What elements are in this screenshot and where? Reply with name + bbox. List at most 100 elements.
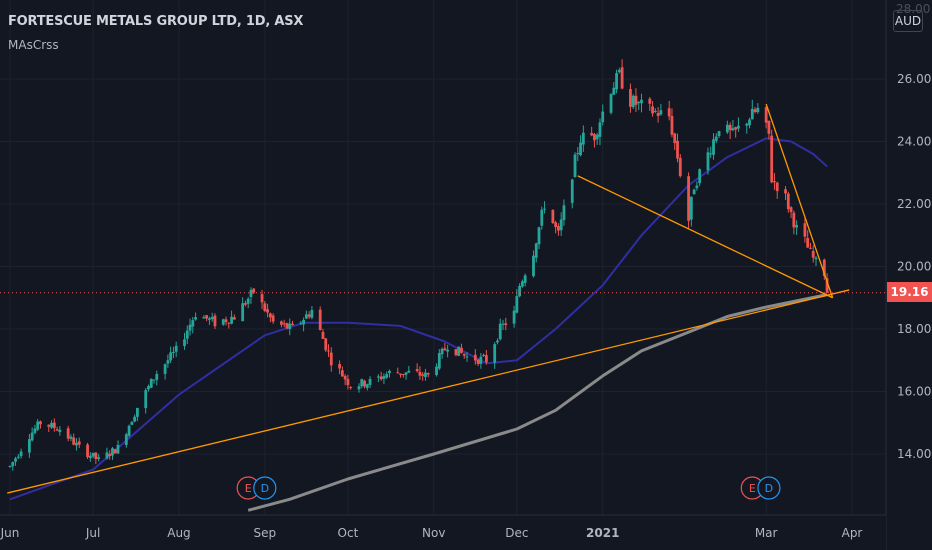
candle-body [130, 422, 134, 425]
candle-body [806, 237, 810, 248]
indicator-legend[interactable]: MAsCrss [8, 38, 59, 52]
candle-body [299, 322, 303, 324]
trendlines[interactable] [7, 103, 850, 494]
candle-body [515, 296, 519, 313]
candle-body [241, 303, 245, 322]
price-axis-panel[interactable] [886, 0, 932, 550]
candle-body [94, 452, 98, 459]
candle-body [498, 323, 502, 340]
candle-body [291, 323, 294, 326]
candle-body [714, 136, 718, 141]
moving-average-slow [247, 293, 828, 512]
trendline [7, 289, 850, 494]
candle-body [667, 108, 671, 117]
candle-body [773, 181, 776, 183]
candle-body [532, 255, 535, 277]
candle-body [329, 352, 333, 366]
y-tick-label: 14.00 [897, 447, 931, 461]
symbol-title[interactable]: FORTESCUE METALS GROUP LTD, 1D, ASX [8, 14, 304, 29]
candle-body [446, 349, 450, 352]
candle-body [227, 322, 231, 324]
candle-body [579, 142, 582, 156]
candle-body [670, 116, 674, 135]
candle-body [651, 106, 654, 114]
candle-body [775, 182, 779, 192]
candle-body [144, 390, 148, 409]
candle-body [581, 132, 585, 145]
candle-body [191, 320, 195, 327]
candle-body [97, 457, 101, 460]
candle-body [593, 134, 596, 141]
x-tick-label: Apr [842, 526, 863, 540]
candle-body [116, 444, 120, 454]
candle-body [183, 339, 186, 347]
candle-body [50, 422, 53, 428]
x-tick-label: Aug [167, 526, 190, 540]
candle-body [631, 95, 635, 108]
candle-body [401, 374, 405, 376]
candle-body [737, 125, 740, 129]
candle-body [678, 157, 682, 177]
candle-body [75, 442, 78, 446]
candle-body [518, 285, 522, 297]
candle-body [648, 98, 652, 104]
candle-body [504, 323, 508, 325]
candle-body [426, 373, 430, 375]
candle-body [753, 109, 757, 112]
candle-body [69, 436, 73, 439]
candle-body [673, 133, 677, 144]
candle-body [543, 208, 546, 210]
candle-body [33, 428, 37, 433]
candle-body [368, 379, 372, 385]
candle-body [767, 120, 771, 134]
candle-body [365, 384, 369, 388]
candle-body [382, 376, 386, 379]
candle-body [163, 364, 167, 374]
candle-body [734, 127, 738, 130]
y-tick-label: 22.00 [897, 197, 931, 211]
candle-body [72, 437, 76, 445]
candle-body [8, 466, 12, 468]
candle-body [88, 455, 92, 459]
candle-body [698, 169, 702, 184]
y-tick-label: 18.00 [897, 322, 931, 336]
candle-body [246, 298, 250, 304]
candle-body [202, 317, 206, 319]
candle-body [811, 251, 815, 258]
candle-body [551, 209, 555, 223]
x-tick-label: Jun [0, 526, 19, 540]
ma-fast-line [9, 137, 828, 501]
time-axis-panel[interactable] [0, 515, 886, 550]
candle-body [484, 355, 488, 363]
candle-body [166, 360, 170, 364]
candle-body [462, 353, 466, 356]
candle-body [689, 196, 693, 220]
candle-body [786, 193, 790, 210]
candle-body [803, 223, 807, 237]
currency-badge[interactable]: AUD [893, 10, 923, 32]
x-tick-label: Mar [755, 526, 778, 540]
candle-body [407, 370, 411, 373]
candle-body [136, 407, 139, 417]
candle-body [280, 321, 283, 325]
candle-body [559, 219, 563, 231]
candle-body [321, 331, 325, 339]
candle-body [310, 310, 314, 318]
candle-body [30, 432, 34, 441]
x-tick-label: Nov [422, 526, 445, 540]
candle-body [557, 226, 560, 231]
candle-body [521, 281, 524, 287]
candle-body [609, 94, 613, 113]
candle-body [512, 310, 516, 324]
candle-body [266, 309, 269, 313]
ma-slow-line [247, 293, 828, 512]
candle-body [562, 205, 566, 221]
candle-body [615, 73, 618, 90]
candle-body [152, 379, 156, 381]
candle-body [640, 99, 643, 104]
candle-body [124, 434, 128, 445]
candle-body [479, 356, 483, 364]
candle-body [208, 318, 211, 320]
